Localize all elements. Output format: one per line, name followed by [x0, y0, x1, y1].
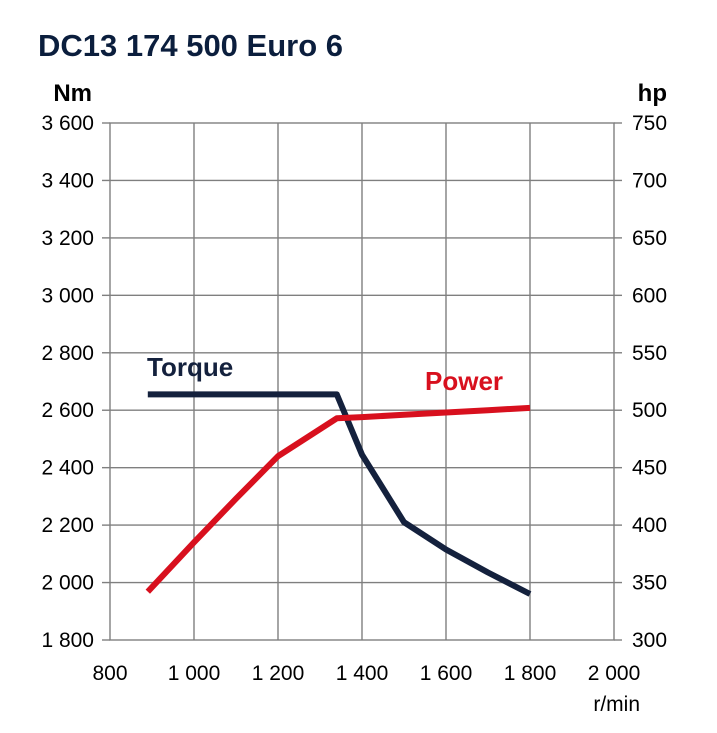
y-left-tick-label: 3 400 [41, 169, 94, 192]
series-line-power [145, 404, 531, 594]
y-right-tick-label: 350 [632, 572, 667, 595]
y-left-tick-label: 3 600 [41, 112, 94, 135]
y-right-tick-label: 300 [632, 629, 667, 652]
axis-ticks: 1 800 2 000 2 200 2 400 2 600 2 800 3 000 3 200… [41, 112, 667, 685]
y-right-tick-label: 450 [632, 457, 667, 480]
y-right-tick-label: 650 [632, 227, 667, 250]
y-right-tick-label: 700 [632, 169, 667, 192]
x-tick-label: 800 [92, 662, 127, 685]
x-tick-label: 1 800 [504, 662, 557, 685]
y-left-tick-label: 2 200 [41, 514, 94, 537]
y-left-tick-label: 2 800 [41, 342, 94, 365]
y-left-tick-label: 2 400 [41, 457, 94, 480]
x-tick-label: 1 400 [336, 662, 389, 685]
series-label-torque: Torque [147, 352, 233, 382]
x-tick-label: 2 000 [588, 662, 641, 685]
y-right-tick-label: 400 [632, 514, 667, 537]
plot-frame [109, 122, 615, 641]
y-right-tick-label: 550 [632, 342, 667, 365]
y-left-tick-label: 3 200 [41, 227, 94, 250]
y-right-tick-label: 500 [632, 399, 667, 422]
y-left-unit-label: Nm [53, 80, 92, 107]
y-right-unit-label: hp [638, 80, 667, 107]
series-lines [145, 391, 532, 597]
chart-title: DC13 174 500 Euro 6 [38, 28, 343, 63]
x-axis-label: r/min [593, 693, 640, 716]
y-left-tick-label: 3 000 [41, 284, 94, 307]
series-labels: Torque Power [147, 352, 503, 396]
x-tick-label: 1 600 [420, 662, 473, 685]
x-tick-label: 1 200 [252, 662, 305, 685]
y-right-tick-label: 750 [632, 112, 667, 135]
y-left-tick-label: 2 600 [41, 399, 94, 422]
y-left-tick-label: 2 000 [41, 572, 94, 595]
series-line-torque [147, 391, 532, 597]
series-label-power: Power [425, 366, 503, 396]
grid [110, 123, 614, 640]
x-tick-label: 1 000 [168, 662, 221, 685]
y-left-tick-label: 1 800 [41, 629, 94, 652]
y-right-tick-label: 600 [632, 284, 667, 307]
